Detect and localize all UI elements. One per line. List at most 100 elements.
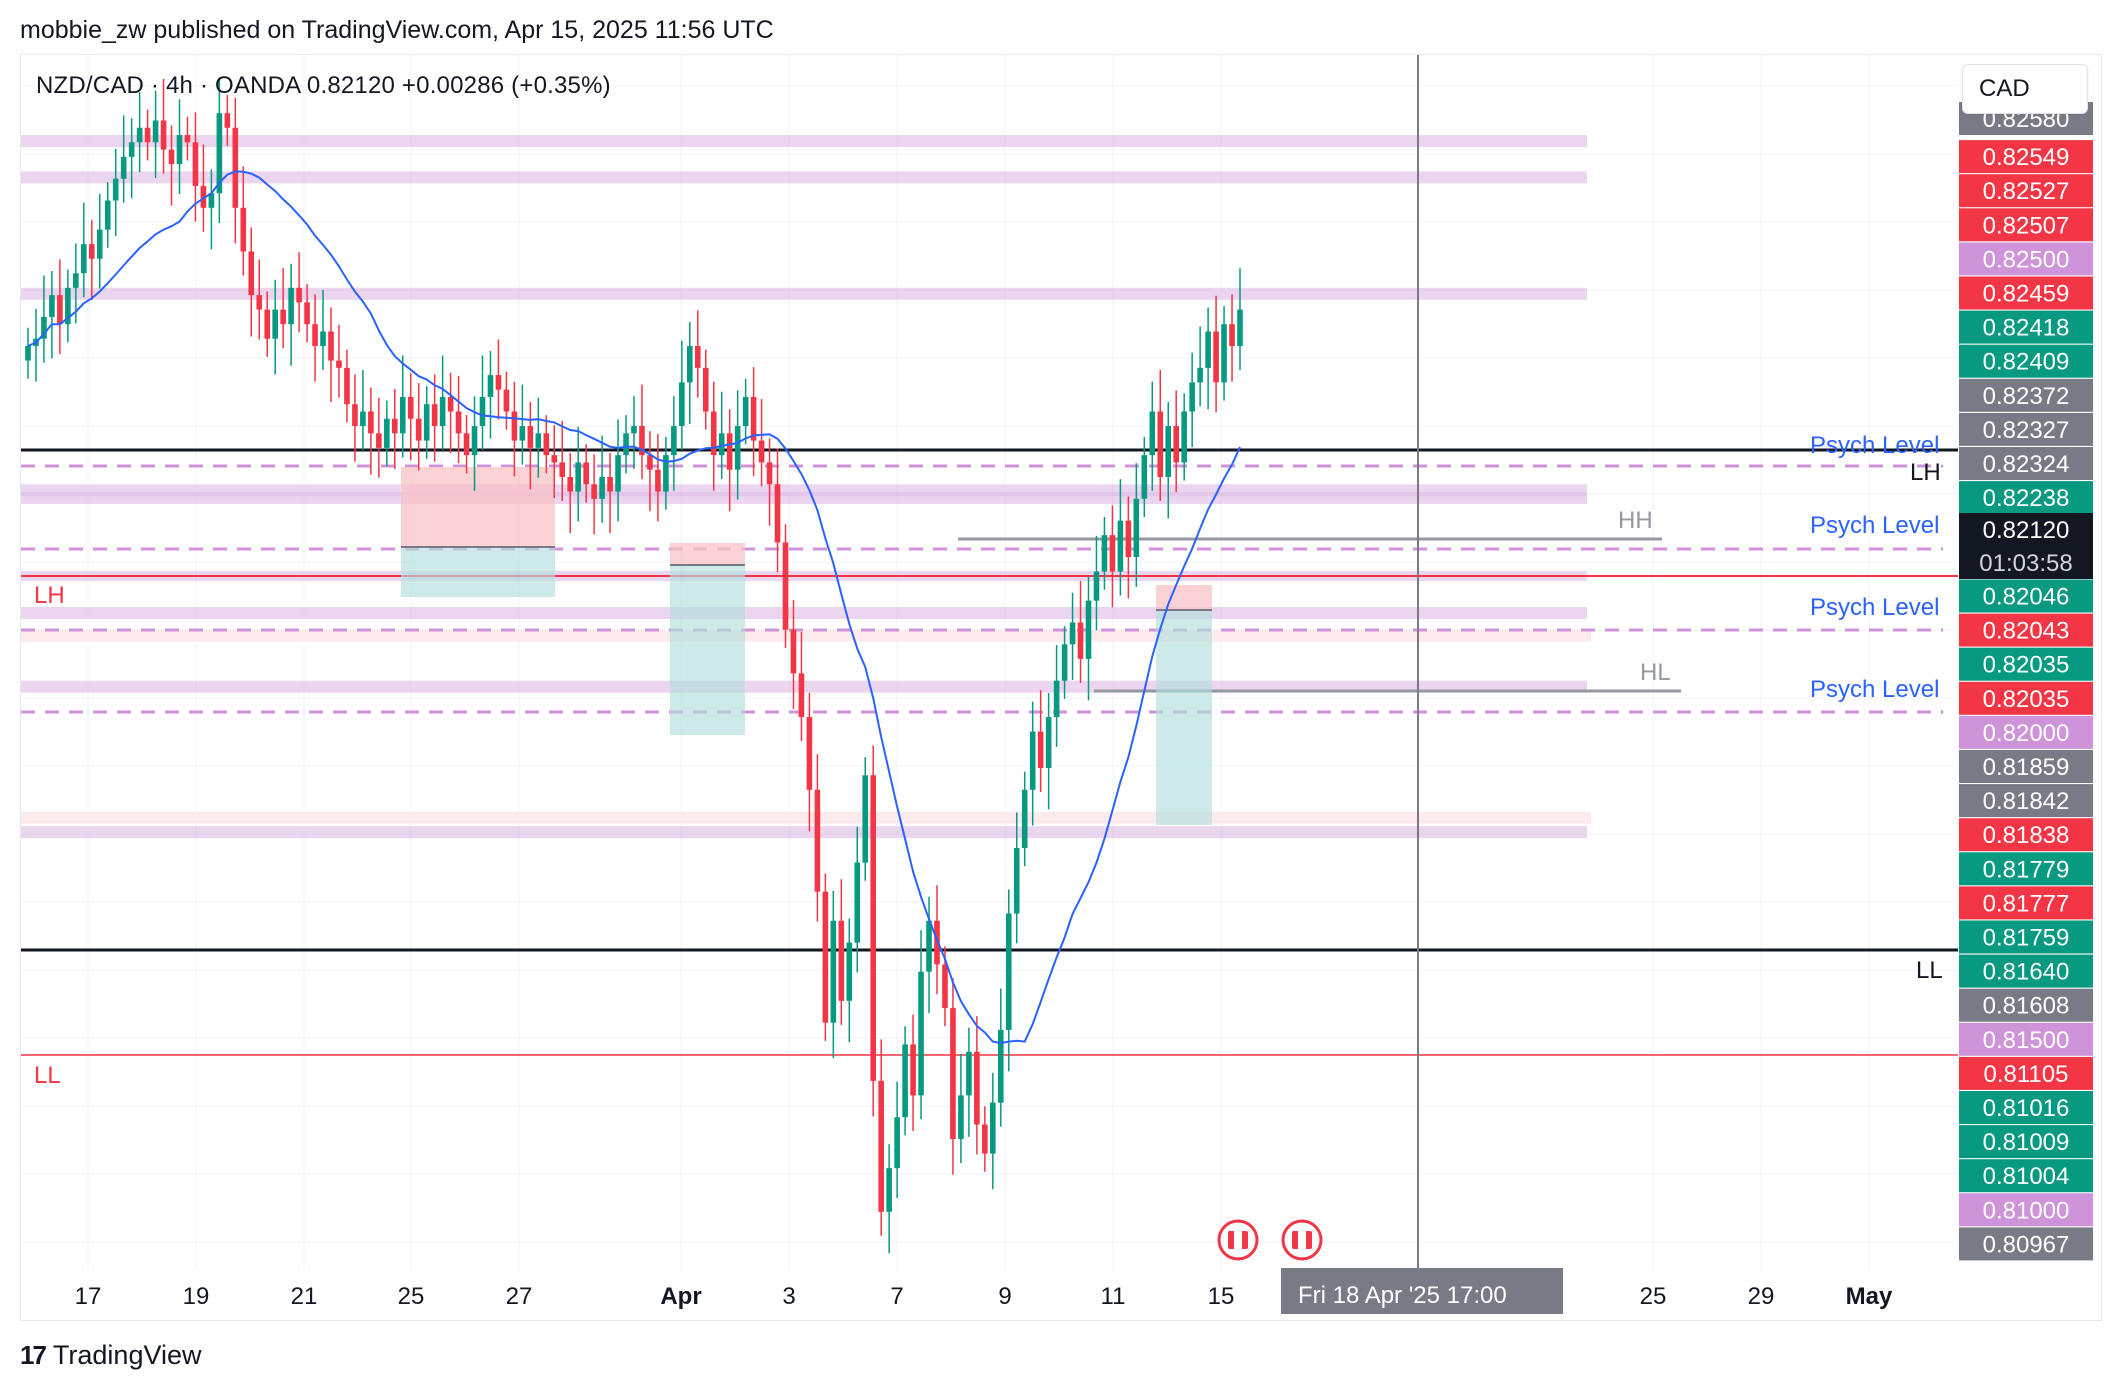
candle-body	[591, 484, 597, 499]
moving-average-line	[27, 170, 1241, 1045]
publish-info: mobbie_zw published on TradingView.com, …	[20, 16, 774, 44]
price-tag-label: 0.81105	[1984, 1061, 2069, 1088]
candle-body	[280, 309, 286, 325]
candle-body	[647, 455, 653, 470]
price-tag	[1959, 954, 2093, 988]
candle-body	[511, 411, 518, 441]
candle-body	[910, 1044, 916, 1096]
candle-body	[942, 964, 948, 1009]
moving-average	[27, 170, 1241, 1045]
candle-body	[655, 469, 661, 492]
price-tag-label: 0.81608	[1983, 993, 2070, 1020]
candle-body	[607, 476, 613, 492]
candle-body	[224, 113, 231, 128]
zone-band	[21, 492, 1587, 504]
psych-level-label: Psych Level	[1810, 512, 1939, 539]
candle-body	[272, 309, 278, 339]
price-tag	[1959, 310, 2093, 344]
candle-body	[455, 411, 462, 434]
candle-body	[966, 1051, 972, 1096]
candle-body	[567, 476, 574, 492]
candle-body	[1229, 324, 1235, 347]
candle-body	[982, 1124, 988, 1154]
candle-body	[1005, 913, 1012, 1030]
candle-body	[1213, 331, 1219, 383]
price-tag-label: 0.82043	[1983, 618, 2070, 645]
price-tag-label: 0.81000	[1983, 1197, 2070, 1224]
price-tag-label: 0.82120	[1983, 517, 2070, 544]
price-tag	[1959, 988, 2093, 1022]
price-tag	[1959, 579, 2093, 613]
candle-body	[870, 775, 877, 1081]
currency-button[interactable]: CAD	[1962, 64, 2088, 114]
price-tag	[1959, 174, 2093, 208]
crosshair-date-box	[1281, 1268, 1563, 1314]
candle-body	[886, 1168, 892, 1212]
candle-body	[974, 1051, 980, 1125]
price-tag	[1959, 276, 2093, 310]
candle-body	[878, 1080, 884, 1212]
candle-body	[1181, 411, 1187, 463]
candle-body	[639, 426, 645, 456]
candle-body	[806, 717, 813, 790]
candle-body	[575, 462, 581, 492]
psych-level-label: Psych Level	[1810, 676, 1939, 703]
candle-body	[487, 375, 494, 397]
canada-flag-icon	[1298, 1231, 1306, 1249]
price-tag-label: 0.82327	[1983, 417, 2070, 444]
candle-body	[702, 367, 709, 412]
candle-body	[1077, 622, 1084, 659]
candle-body	[1221, 324, 1227, 383]
candle-body	[990, 1102, 996, 1154]
candle-body	[208, 193, 215, 208]
price-tag-label: 0.81640	[1983, 959, 2070, 986]
candle-body	[838, 920, 845, 1001]
stop-zone-box	[670, 543, 745, 565]
crosshair-date-label: Fri 18 Apr '25 17:00	[1298, 1282, 1507, 1309]
candle-body	[766, 462, 773, 485]
candle-body	[599, 476, 605, 499]
candle-body	[535, 433, 542, 448]
candle-body	[790, 629, 797, 674]
candle-body	[360, 411, 366, 427]
candle-body	[391, 418, 398, 434]
candle-body	[384, 418, 390, 448]
candle-body	[1133, 498, 1140, 558]
candle-body	[431, 404, 438, 427]
x-tick-label: 3	[782, 1283, 795, 1310]
price-tag	[1959, 784, 2093, 818]
candle-body	[352, 404, 358, 427]
candle-body	[96, 229, 103, 259]
psych-level-label: Psych Level	[1810, 594, 1939, 621]
candle-body	[814, 789, 821, 892]
candle-body	[232, 127, 239, 208]
zone-band	[21, 826, 1587, 839]
candle-body	[583, 462, 589, 485]
candle-body	[120, 156, 127, 179]
price-tag-label: 0.82000	[1983, 720, 2070, 747]
candle-body	[527, 426, 534, 448]
candle-body	[631, 426, 637, 434]
price-tag-label: 0.82324	[1983, 451, 2070, 478]
candle-body	[551, 455, 558, 463]
candle-body	[423, 404, 430, 441]
candle-body	[1125, 520, 1132, 558]
candle-body	[798, 673, 805, 718]
x-tick-label: 9	[998, 1283, 1011, 1310]
candle-body	[256, 295, 263, 310]
x-tick-label: 17	[75, 1283, 102, 1310]
price-tag	[1959, 1193, 2093, 1227]
chart-frame	[20, 54, 2102, 1321]
candle-body	[615, 455, 621, 492]
price-tag	[1959, 1091, 2093, 1124]
price-tag-label: 0.81779	[1983, 856, 2070, 883]
zone-band	[21, 135, 1587, 148]
candle-body	[495, 375, 502, 390]
price-tag-label: 0.81009	[1983, 1129, 2070, 1156]
candle-body	[694, 346, 701, 368]
candle-body	[49, 295, 55, 317]
candle-body	[854, 862, 861, 943]
price-tag-label: 0.82549	[1983, 144, 2070, 171]
zone-band	[21, 287, 1587, 300]
